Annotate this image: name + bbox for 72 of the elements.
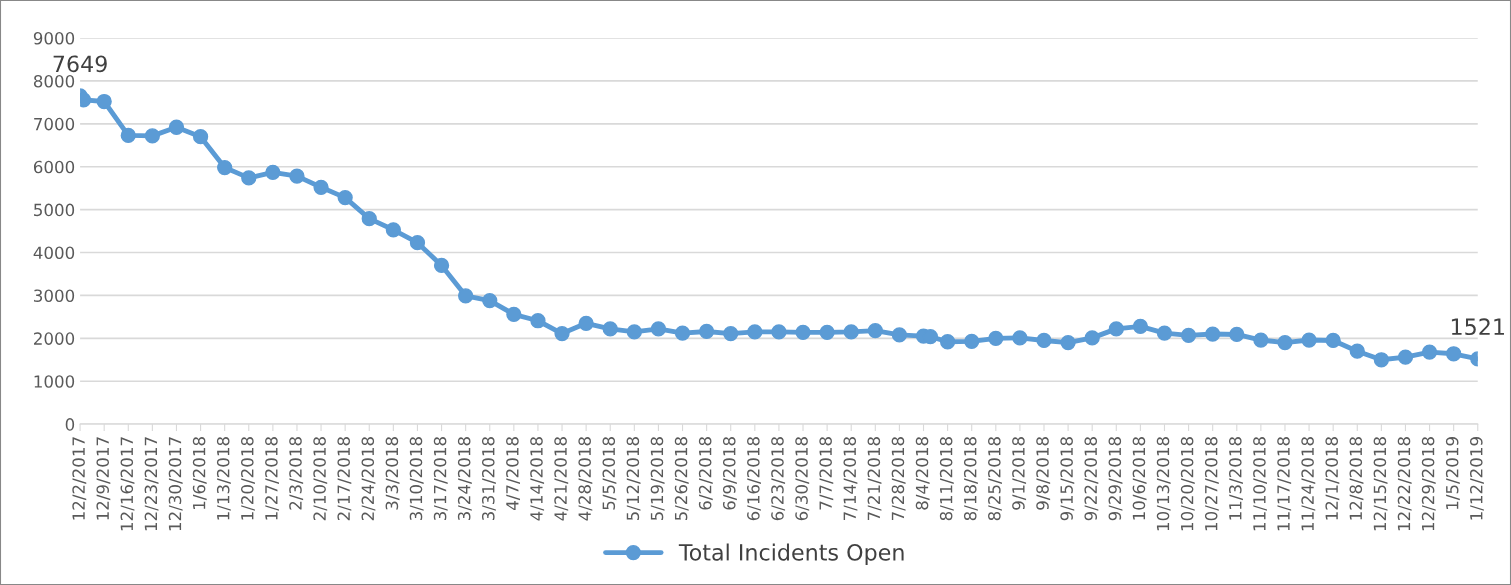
x-tick-label: 1/27/2018 [265, 437, 280, 520]
x-tick-label: 8/4/2018 [915, 437, 930, 510]
x-tick-label: 6/2/2018 [698, 437, 713, 510]
x-tick-label: 5/19/2018 [650, 437, 665, 521]
y-tick-label: 9000 [33, 31, 75, 45]
x-tick-label: 9/15/2018 [1060, 437, 1075, 521]
x-tick-label: 3/17/2018 [433, 437, 448, 521]
x-tick-label: 3/10/2018 [409, 437, 424, 521]
x-tick-label: 10/6/2018 [1132, 437, 1147, 520]
x-tick-label: 1/20/2018 [241, 437, 255, 520]
y-tick-label: 0 [65, 418, 75, 431]
x-tick-label: 6/9/2018 [722, 437, 737, 510]
x-tick-label: 7/28/2018 [891, 437, 906, 521]
y-tick-label: 5000 [34, 203, 75, 217]
x-tick-label: 12/30/2017 [168, 437, 183, 531]
y-tick-label: 1000 [34, 375, 75, 388]
x-tick-label: 6/30/2018 [795, 437, 810, 521]
x-tick-label: 11/24/2018 [1301, 437, 1316, 531]
x-tick-label: 4/14/2018 [530, 437, 545, 521]
x-tick-label: 4/7/2018 [506, 437, 520, 510]
x-tick-label: 7/21/2018 [867, 437, 882, 521]
data-label: 7649 [53, 55, 107, 73]
x-tick-label: 12/16/2017 [120, 437, 135, 531]
x-tick-label: 1/12/2019 [1469, 437, 1484, 520]
x-tick-label: 6/23/2018 [771, 437, 786, 521]
x-tick-label: 12/15/2018 [1373, 437, 1388, 531]
x-tick-label: 9/1/2018 [1012, 437, 1027, 510]
x-tick-label: 10/13/2018 [1156, 437, 1171, 531]
x-tick-label: 5/5/2018 [602, 437, 617, 510]
y-tick-label: 8000 [33, 74, 75, 88]
x-tick-label: 6/16/2018 [747, 437, 761, 521]
x-tick-label: 9/22/2018 [1084, 437, 1099, 521]
x-tick-label: 3/31/2018 [481, 437, 496, 521]
x-tick-label: 12/2/2017 [72, 437, 87, 520]
x-tick-label: 12/8/2018 [1349, 437, 1364, 520]
x-tick-label: 12/23/2017 [144, 437, 159, 531]
x-tick-label: 4/21/2018 [554, 437, 569, 521]
x-tick-label: 12/22/2018 [1397, 437, 1412, 531]
x-tick-label: 5/12/2018 [626, 437, 641, 521]
x-tick-label: 10/27/2018 [1204, 437, 1219, 531]
y-tick-label: 2000 [34, 332, 75, 345]
y-tick-label: 7000 [34, 117, 75, 131]
x-tick-label: 7/7/2018 [819, 437, 834, 510]
x-tick-label: 2/10/2018 [313, 437, 328, 521]
x-tick-label: 8/11/2018 [939, 437, 954, 521]
x-tick-label: 1/6/2018 [192, 437, 207, 509]
x-tick-label: 12/1/2018 [1325, 437, 1340, 520]
y-tick-label: 4000 [33, 246, 75, 260]
x-tick-label: 11/3/2018 [1229, 437, 1243, 520]
x-tick-label: 11/17/2018 [1277, 437, 1292, 531]
x-tick-label: 1/5/2019 [1445, 437, 1460, 509]
x-tick-label: 2/24/2018 [361, 437, 376, 521]
x-tick-label: 1/13/2018 [216, 437, 231, 520]
x-tick-label: 10/20/2018 [1180, 437, 1195, 531]
data-label: 1521 [1451, 318, 1504, 336]
y-tick-label: 6000 [33, 160, 75, 174]
x-tick-label: 3/24/2018 [457, 437, 472, 521]
legend-label: Total Incidents Open [678, 543, 904, 565]
x-tick-label: 2/3/2018 [289, 437, 304, 510]
x-tick-label: 7/14/2018 [843, 437, 858, 521]
x-tick-label: 12/9/2017 [96, 437, 111, 520]
x-tick-label: 5/26/2018 [674, 437, 689, 521]
x-tick-label: 11/10/2018 [1253, 437, 1268, 531]
x-tick-label: 8/25/2018 [988, 437, 1002, 521]
x-tick-label: 12/29/2018 [1421, 437, 1436, 531]
x-tick-label: 3/3/2018 [385, 437, 400, 510]
x-tick-label: 4/28/2018 [578, 437, 593, 521]
y-tick-label: 3000 [34, 289, 75, 302]
x-tick-label: 9/29/2018 [1108, 437, 1123, 521]
x-tick-label: 9/8/2018 [1036, 437, 1051, 510]
x-tick-label: 2/17/2018 [337, 437, 352, 521]
x-tick-label: 8/18/2018 [963, 437, 978, 521]
